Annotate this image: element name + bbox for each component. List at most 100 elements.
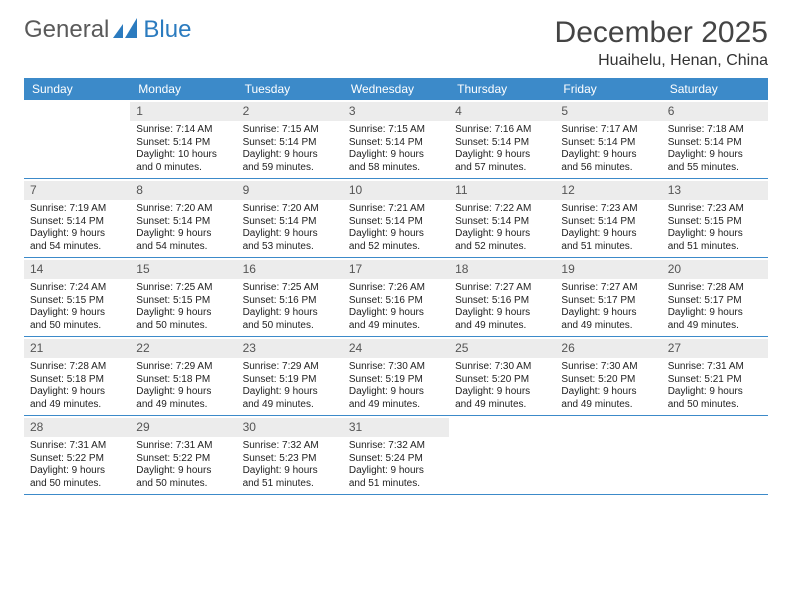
sunrise-text: Sunrise: 7:26 AM	[349, 282, 443, 295]
day-cell	[555, 416, 661, 494]
day-number: 21	[24, 339, 130, 358]
day-cell: 17Sunrise: 7:26 AMSunset: 5:16 PMDayligh…	[343, 258, 449, 336]
sunset-text: Sunset: 5:14 PM	[561, 137, 655, 150]
day-cell: 24Sunrise: 7:30 AMSunset: 5:19 PMDayligh…	[343, 337, 449, 415]
day-number: 13	[662, 181, 768, 200]
day-cell: 25 Sunrise: 7:30 AMSunset: 5:20 PMDayligh…	[449, 337, 555, 415]
day-number: 10	[343, 181, 449, 200]
sunset-text: Sunset: 5:18 PM	[136, 374, 230, 387]
daylight-text: Daylight: 9 hours and 49 minutes.	[136, 386, 230, 411]
sunset-text: Sunset: 5:14 PM	[349, 137, 443, 150]
day-number: 5	[555, 102, 661, 121]
sunset-text: Sunset: 5:14 PM	[668, 137, 762, 150]
daylight-text: Daylight: 9 hours and 50 minutes.	[136, 307, 230, 332]
daylight-text: Daylight: 9 hours and 50 minutes.	[136, 465, 230, 490]
sunrise-text: Sunrise: 7:23 AM	[561, 203, 655, 216]
daylight-text: Daylight: 9 hours and 50 minutes.	[30, 465, 124, 490]
day-number: 23	[237, 339, 343, 358]
day-cell: 19Sunrise: 7:27 AMSunset: 5:17 PMDayligh…	[555, 258, 661, 336]
day-info: Sunrise: 7:32 AMSunset: 5:23 PMDaylight:…	[241, 440, 339, 490]
sunrise-text: Sunrise: 7:14 AM	[136, 124, 230, 137]
sunrise-text: Sunrise: 7:16 AM	[455, 124, 549, 137]
daylight-text: Daylight: 9 hours and 49 minutes.	[455, 386, 549, 411]
sunset-text: Sunset: 5:20 PM	[561, 374, 655, 387]
day-cell: 31Sunrise: 7:32 AMSunset: 5:24 PMDayligh…	[343, 416, 449, 494]
day-cell: 27 Sunrise: 7:31 AMSunset: 5:21 PMDayligh…	[662, 337, 768, 415]
week-row: 21 Sunrise: 7:28 AMSunset: 5:18 PMDayligh…	[24, 337, 768, 416]
day-number: 8	[130, 181, 236, 200]
sunrise-text: Sunrise: 7:27 AM	[561, 282, 655, 295]
sunset-text: Sunset: 5:14 PM	[243, 137, 337, 150]
header: General Blue December 2025 Huaihelu, Hen…	[24, 16, 768, 70]
daylight-text: Daylight: 9 hours and 50 minutes.	[668, 386, 762, 411]
day-number: 24	[343, 339, 449, 358]
day-info: Sunrise: 7:31 AMSunset: 5:21 PMDaylight:…	[666, 361, 764, 411]
daylight-text: Daylight: 9 hours and 51 minutes.	[243, 465, 337, 490]
day-number: 29	[130, 418, 236, 437]
sunrise-text: Sunrise: 7:23 AM	[668, 203, 762, 216]
day-cell: 15Sunrise: 7:25 AMSunset: 5:15 PMDayligh…	[130, 258, 236, 336]
daylight-text: Daylight: 9 hours and 50 minutes.	[30, 307, 124, 332]
day-number: 1	[130, 102, 236, 121]
day-info: Sunrise: 7:24 AMSunset: 5:15 PMDaylight:…	[28, 282, 126, 332]
sunset-text: Sunset: 5:23 PM	[243, 453, 337, 466]
weeks-container: 1Sunrise: 7:14 AMSunset: 5:14 PMDaylight…	[24, 100, 768, 495]
daylight-text: Daylight: 9 hours and 56 minutes.	[561, 149, 655, 174]
day-info: Sunrise: 7:22 AMSunset: 5:14 PMDaylight:…	[453, 203, 551, 253]
day-number: 26	[555, 339, 661, 358]
sunrise-text: Sunrise: 7:15 AM	[349, 124, 443, 137]
daylight-text: Daylight: 9 hours and 53 minutes.	[243, 228, 337, 253]
day-number: 22	[130, 339, 236, 358]
sunrise-text: Sunrise: 7:17 AM	[561, 124, 655, 137]
day-info: Sunrise: 7:20 AMSunset: 5:14 PMDaylight:…	[134, 203, 232, 253]
sunset-text: Sunset: 5:15 PM	[136, 295, 230, 308]
day-cell: 12Sunrise: 7:23 AMSunset: 5:14 PMDayligh…	[555, 179, 661, 257]
day-number: 18	[449, 260, 555, 279]
sunrise-text: Sunrise: 7:22 AM	[455, 203, 549, 216]
daylight-text: Daylight: 9 hours and 54 minutes.	[30, 228, 124, 253]
day-info: Sunrise: 7:31 AMSunset: 5:22 PMDaylight:…	[28, 440, 126, 490]
day-header-cell: Monday	[130, 78, 236, 100]
day-cell: 28 Sunrise: 7:31 AMSunset: 5:22 PMDayligh…	[24, 416, 130, 494]
day-number: 25	[449, 339, 555, 358]
day-info: Sunrise: 7:20 AMSunset: 5:14 PMDaylight:…	[241, 203, 339, 253]
sunset-text: Sunset: 5:20 PM	[455, 374, 549, 387]
logo-text-2: Blue	[143, 16, 191, 44]
sunrise-text: Sunrise: 7:30 AM	[349, 361, 443, 374]
day-info: Sunrise: 7:32 AMSunset: 5:24 PMDaylight:…	[347, 440, 445, 490]
day-cell: 23Sunrise: 7:29 AMSunset: 5:19 PMDayligh…	[237, 337, 343, 415]
day-cell: 7Sunrise: 7:19 AMSunset: 5:14 PMDaylight…	[24, 179, 130, 257]
day-number: 17	[343, 260, 449, 279]
daylight-text: Daylight: 9 hours and 51 minutes.	[668, 228, 762, 253]
day-number: 4	[449, 102, 555, 121]
day-info: Sunrise: 7:19 AMSunset: 5:14 PMDaylight:…	[28, 203, 126, 253]
sunrise-text: Sunrise: 7:29 AM	[243, 361, 337, 374]
daylight-text: Daylight: 9 hours and 50 minutes.	[243, 307, 337, 332]
day-cell: 13Sunrise: 7:23 AMSunset: 5:15 PMDayligh…	[662, 179, 768, 257]
sunset-text: Sunset: 5:14 PM	[349, 216, 443, 229]
day-number: 27	[662, 339, 768, 358]
sunset-text: Sunset: 5:17 PM	[561, 295, 655, 308]
logo-text-1: General	[24, 16, 109, 44]
sunset-text: Sunset: 5:16 PM	[243, 295, 337, 308]
week-row: 14Sunrise: 7:24 AMSunset: 5:15 PMDayligh…	[24, 258, 768, 337]
day-number: 3	[343, 102, 449, 121]
day-cell: 4Sunrise: 7:16 AMSunset: 5:14 PMDaylight…	[449, 100, 555, 178]
sunrise-text: Sunrise: 7:31 AM	[136, 440, 230, 453]
day-cell	[449, 416, 555, 494]
sunrise-text: Sunrise: 7:15 AM	[243, 124, 337, 137]
day-info: Sunrise: 7:18 AMSunset: 5:14 PMDaylight:…	[666, 124, 764, 174]
sunrise-text: Sunrise: 7:28 AM	[668, 282, 762, 295]
day-number: 16	[237, 260, 343, 279]
day-info: Sunrise: 7:28 AMSunset: 5:18 PMDaylight:…	[28, 361, 126, 411]
day-info: Sunrise: 7:30 AMSunset: 5:20 PMDaylight:…	[453, 361, 551, 411]
day-number: 11	[449, 181, 555, 200]
day-cell: 9Sunrise: 7:20 AMSunset: 5:14 PMDaylight…	[237, 179, 343, 257]
sunset-text: Sunset: 5:14 PM	[243, 216, 337, 229]
day-cell: 1Sunrise: 7:14 AMSunset: 5:14 PMDaylight…	[130, 100, 236, 178]
week-row: 28 Sunrise: 7:31 AMSunset: 5:22 PMDayligh…	[24, 416, 768, 495]
day-number: 28	[24, 418, 130, 437]
daylight-text: Daylight: 9 hours and 49 minutes.	[243, 386, 337, 411]
day-number: 20	[662, 260, 768, 279]
day-number: 30	[237, 418, 343, 437]
